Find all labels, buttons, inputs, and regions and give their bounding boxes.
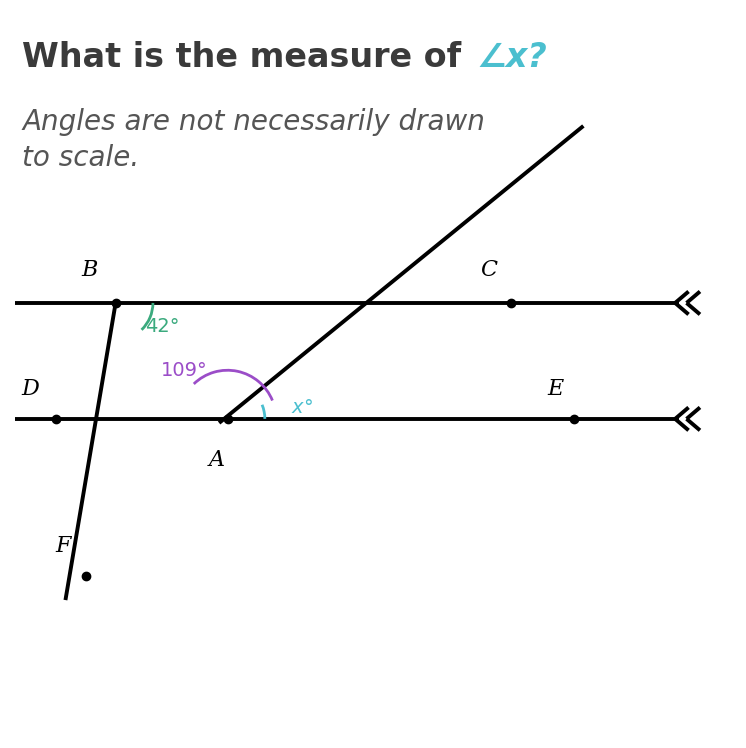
Text: Angles are not necessarily drawn
to scale.: Angles are not necessarily drawn to scal… — [22, 108, 485, 172]
Text: A: A — [208, 449, 225, 470]
Text: $x°$: $x°$ — [291, 398, 313, 417]
Text: C: C — [480, 259, 497, 280]
Text: D: D — [21, 378, 39, 400]
Text: 109°: 109° — [160, 361, 207, 380]
Text: What is the measure of: What is the measure of — [22, 41, 473, 74]
Text: E: E — [548, 378, 564, 400]
Text: B: B — [81, 259, 98, 280]
Text: ∠x?: ∠x? — [477, 41, 548, 74]
Text: 42°: 42° — [145, 317, 180, 337]
Text: F: F — [56, 536, 71, 557]
